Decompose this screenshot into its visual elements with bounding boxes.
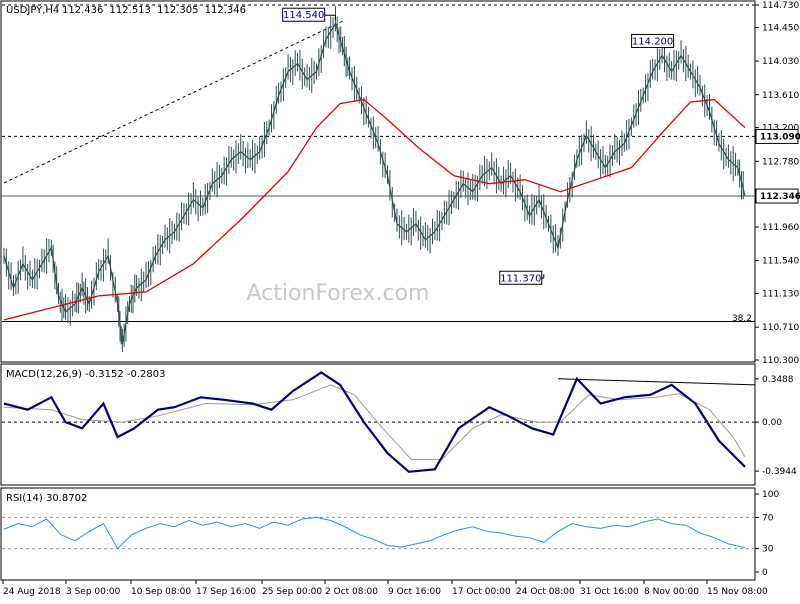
price-annotations: 114.540 114.200 111.370 xyxy=(282,7,675,285)
price-axis: 114.730 114.450 114.030 113.610 113.200 112.7… xyxy=(755,1,800,366)
watermark: ActionForex.com xyxy=(247,281,430,306)
rsi-axis: 100 70 30 0 xyxy=(755,490,779,578)
time-tick-label: 8 Nov 00:00 xyxy=(644,587,699,597)
price-line xyxy=(3,21,746,345)
time-axis: 24 Aug 2018 3 Sep 00:00 10 Sep 08:00 17 Sep… xyxy=(2,580,768,597)
fib-level-label: 38.2 xyxy=(732,314,752,324)
rsi-label: RSI(14) 30.8702 xyxy=(6,493,87,504)
resistance-marker-box xyxy=(755,128,799,144)
rsi-panel-frame xyxy=(0,487,756,581)
symbol-label: USDJPY,H4 xyxy=(6,5,59,16)
macd-trendline xyxy=(557,378,756,386)
ohlc-close: 112.346 xyxy=(205,5,246,16)
annotation-label: 114.540 xyxy=(283,10,324,21)
macd-signal-line xyxy=(3,384,746,460)
macd-tick-label: 0.3488 xyxy=(762,375,794,385)
macd-panel-frame xyxy=(0,363,756,486)
annotation-box xyxy=(282,7,326,22)
ohlc-readout: 112.436 112.513 112.305 112.346 xyxy=(62,5,246,16)
annotation-label: 111.370 xyxy=(500,273,541,284)
rsi-group xyxy=(2,516,755,550)
time-tick-label: 3 Sep 00:00 xyxy=(66,587,121,597)
annotation-box xyxy=(499,270,543,285)
time-tick-label: 15 Nov 08:00 xyxy=(707,587,768,597)
macd-tick-label: 0.00 xyxy=(762,418,782,428)
time-tick-label: 17 Sep 16:00 xyxy=(196,587,256,597)
time-tick-label: 24 Oct 08:00 xyxy=(516,587,575,597)
dotted-trendline-group xyxy=(3,19,346,184)
price-tick-label: 112.780 xyxy=(762,157,799,167)
macd-tick-label: -0.3944 xyxy=(762,467,797,477)
moving-average-line xyxy=(3,98,746,321)
current-price-marker-label: 112.346 xyxy=(760,192,800,202)
moving-average-group xyxy=(3,98,746,321)
macd-axis: 0.3488 0.00 -0.3944 xyxy=(755,375,797,477)
price-tick-label: 113.200 xyxy=(762,124,799,134)
annotation-box xyxy=(631,33,675,48)
time-tick-label: 2 Oct 08:00 xyxy=(325,587,378,597)
resistance-marker-label: 113.090 xyxy=(760,132,800,142)
price-tick-label: 114.450 xyxy=(762,23,799,33)
price-tick-label: 111.960 xyxy=(762,223,799,233)
current-price-marker-box xyxy=(755,188,799,204)
price-panel-frame xyxy=(0,0,756,363)
time-tick-label: 17 Oct 00:00 xyxy=(452,587,511,597)
price-tick-label: 114.030 xyxy=(762,57,799,67)
time-tick-label: 31 Oct 16:00 xyxy=(580,587,639,597)
rsi-tick-label: 0 xyxy=(762,568,768,578)
rsi-tick-label: 30 xyxy=(762,545,774,555)
macd-label: MACD(12,26,9) -0.3152 -0.2803 xyxy=(6,369,166,380)
macd-group xyxy=(2,371,756,473)
price-tick-label: 110.300 xyxy=(762,356,799,366)
time-tick-label: 9 Oct 16:00 xyxy=(388,587,441,597)
price-tick-label: 114.730 xyxy=(762,1,799,11)
price-tick-label: 111.130 xyxy=(762,289,799,299)
price-tick-label: 113.610 xyxy=(762,91,799,101)
dotted-trendline xyxy=(3,19,346,184)
ohlc-high: 112.513 xyxy=(110,5,151,16)
annotation-label: 114.200 xyxy=(632,36,673,47)
time-tick-label: 25 Sep 00:00 xyxy=(262,587,322,597)
rsi-line xyxy=(3,516,746,550)
time-tick-label: 10 Sep 08:00 xyxy=(131,587,191,597)
macd-line xyxy=(3,371,746,473)
price-series-group xyxy=(3,5,746,352)
price-tick-label: 110.710 xyxy=(762,323,799,333)
rsi-tick-label: 100 xyxy=(762,490,779,500)
price-tick-label: 111.540 xyxy=(762,257,799,267)
ohlc-low: 112.305 xyxy=(157,5,198,16)
rsi-tick-label: 70 xyxy=(762,513,774,523)
ohlc-open: 112.436 xyxy=(62,5,103,16)
time-tick-label: 24 Aug 2018 xyxy=(3,587,61,597)
